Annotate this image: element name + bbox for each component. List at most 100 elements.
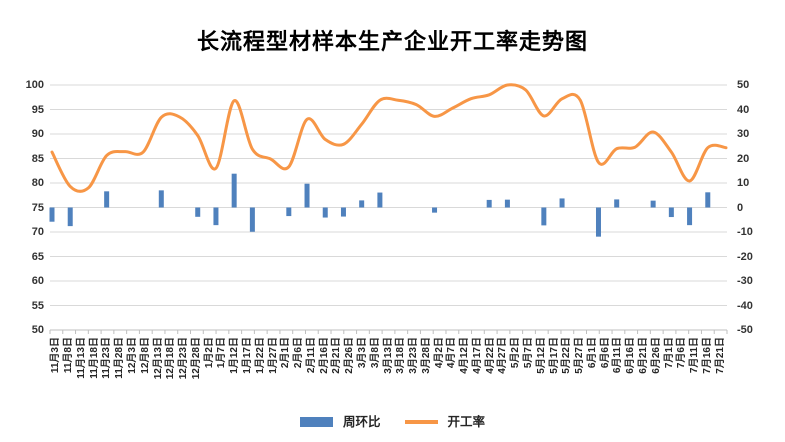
right-axis-label: -10 bbox=[737, 226, 753, 238]
x-axis-label: 5月7日 bbox=[523, 337, 534, 369]
bar bbox=[322, 207, 328, 218]
right-axis-label: 10 bbox=[737, 177, 750, 189]
bar bbox=[213, 207, 219, 226]
bar bbox=[249, 207, 255, 232]
legend-bar-label: 周环比 bbox=[342, 415, 381, 429]
x-axis-label: 1月2日 bbox=[203, 337, 215, 369]
legend-line-swatch bbox=[404, 420, 438, 424]
x-axis-label: 11月8日 bbox=[63, 337, 75, 374]
bar bbox=[687, 207, 693, 226]
x-axis-label: 4月7日 bbox=[446, 337, 458, 369]
x-axis-label: 3月8日 bbox=[369, 337, 381, 369]
left-axis-label: 75 bbox=[31, 201, 44, 214]
bar bbox=[614, 199, 620, 208]
bar bbox=[486, 199, 492, 208]
x-axis-label: 11月3日 bbox=[50, 337, 62, 374]
x-axis-label: 2月6日 bbox=[293, 337, 305, 369]
legend: 周环比 开工率 bbox=[0, 415, 785, 429]
x-axis-label: 12月23日 bbox=[178, 337, 190, 380]
x-axis-label: 4月2日 bbox=[433, 337, 445, 369]
x-axis-label: 12月18日 bbox=[165, 337, 177, 380]
x-axis-label: 4月17日 bbox=[471, 337, 483, 374]
x-axis-label: 6月26日 bbox=[650, 337, 662, 374]
right-axis-label: -30 bbox=[737, 275, 753, 287]
x-axis-label: 4月27日 bbox=[497, 337, 509, 374]
bar bbox=[104, 191, 110, 208]
bar bbox=[668, 207, 674, 218]
right-axis-label: -40 bbox=[737, 299, 753, 312]
x-axis-label: 7月1日 bbox=[663, 337, 675, 369]
x-axis-label: 12月28日 bbox=[190, 337, 202, 380]
bar bbox=[304, 183, 310, 208]
x-axis-label: 3月28日 bbox=[420, 337, 432, 374]
bar bbox=[340, 207, 346, 217]
x-axis-label: 5月22日 bbox=[561, 337, 573, 374]
bar bbox=[49, 207, 55, 222]
x-axis-label: 4月12日 bbox=[459, 337, 471, 374]
right-axis-label: 0 bbox=[737, 201, 744, 214]
x-axis-label: 11月28日 bbox=[114, 337, 126, 379]
x-axis-label: 6月6日 bbox=[599, 337, 611, 369]
left-axis-label: 50 bbox=[31, 324, 44, 336]
legend-bar-swatch bbox=[299, 417, 333, 427]
bar bbox=[559, 198, 565, 208]
x-axis-label: 5月12日 bbox=[535, 337, 547, 374]
x-axis-label: 6月1日 bbox=[586, 337, 598, 369]
left-axis-label: 85 bbox=[31, 152, 44, 165]
x-axis-label: 11月23日 bbox=[101, 337, 113, 379]
left-axis-label: 80 bbox=[31, 177, 44, 189]
x-axis-label: 2月16日 bbox=[318, 337, 330, 374]
x-axis-label: 12月13日 bbox=[152, 337, 164, 380]
x-axis-label: 6月16日 bbox=[625, 337, 637, 374]
x-axis-label: 4月22日 bbox=[484, 337, 496, 374]
bar bbox=[705, 192, 711, 208]
right-axis-label: -50 bbox=[737, 324, 753, 336]
left-axis-label: 65 bbox=[31, 250, 44, 263]
x-axis-label: 5月27日 bbox=[574, 337, 586, 374]
bar bbox=[432, 207, 438, 213]
x-axis-label: 1月17日 bbox=[241, 337, 253, 374]
x-axis-label: 1月12日 bbox=[229, 337, 241, 374]
bar bbox=[67, 207, 73, 227]
line-path bbox=[50, 83, 728, 193]
x-axis-label: 5月17日 bbox=[548, 337, 560, 374]
x-axis-label: 7月21日 bbox=[714, 337, 726, 374]
bar bbox=[195, 207, 201, 217]
x-axis-label: 3月13日 bbox=[382, 337, 394, 374]
x-axis-label: 3月3日 bbox=[356, 337, 368, 369]
x-axis-label: 11月13日 bbox=[75, 337, 87, 379]
x-axis-label: 7月16日 bbox=[701, 337, 713, 374]
x-axis-label: 2月26日 bbox=[344, 337, 356, 374]
x-axis-label: 1月27日 bbox=[267, 337, 279, 374]
bar bbox=[231, 173, 237, 208]
bar bbox=[359, 200, 365, 208]
right-axis-label: 30 bbox=[737, 128, 750, 140]
right-axis-label: 40 bbox=[737, 103, 750, 116]
x-axis-label: 1月7日 bbox=[216, 337, 228, 369]
x-axis-label: 2月1日 bbox=[280, 337, 292, 369]
x-axis-label: 12月8日 bbox=[139, 337, 151, 374]
x-axis-label: 6月11日 bbox=[612, 337, 624, 374]
legend-line-label: 开工率 bbox=[447, 415, 486, 429]
left-axis-label: 70 bbox=[31, 226, 44, 238]
bar bbox=[158, 190, 164, 208]
bar bbox=[504, 199, 510, 208]
chart-title: 长流程型材样本生产企业开工率走势图 bbox=[196, 29, 588, 54]
bar bbox=[286, 207, 292, 217]
x-axis-label: 2月21日 bbox=[331, 337, 343, 374]
x-axis-label: 5月2日 bbox=[510, 337, 522, 369]
x-axis-label: 12月3日 bbox=[127, 337, 139, 374]
bar bbox=[541, 207, 547, 226]
left-axis-label: 95 bbox=[31, 103, 44, 116]
x-axis-label: 7月11日 bbox=[689, 337, 701, 374]
right-axis-label: 50 bbox=[737, 79, 750, 91]
left-axis-label: 60 bbox=[31, 275, 44, 287]
right-axis-label: 20 bbox=[737, 152, 750, 165]
right-axis-label: -20 bbox=[737, 250, 753, 263]
bar bbox=[595, 207, 601, 237]
left-axis-label: 100 bbox=[25, 79, 44, 91]
x-axis-label: 1月22日 bbox=[254, 337, 266, 374]
bar bbox=[650, 200, 656, 208]
